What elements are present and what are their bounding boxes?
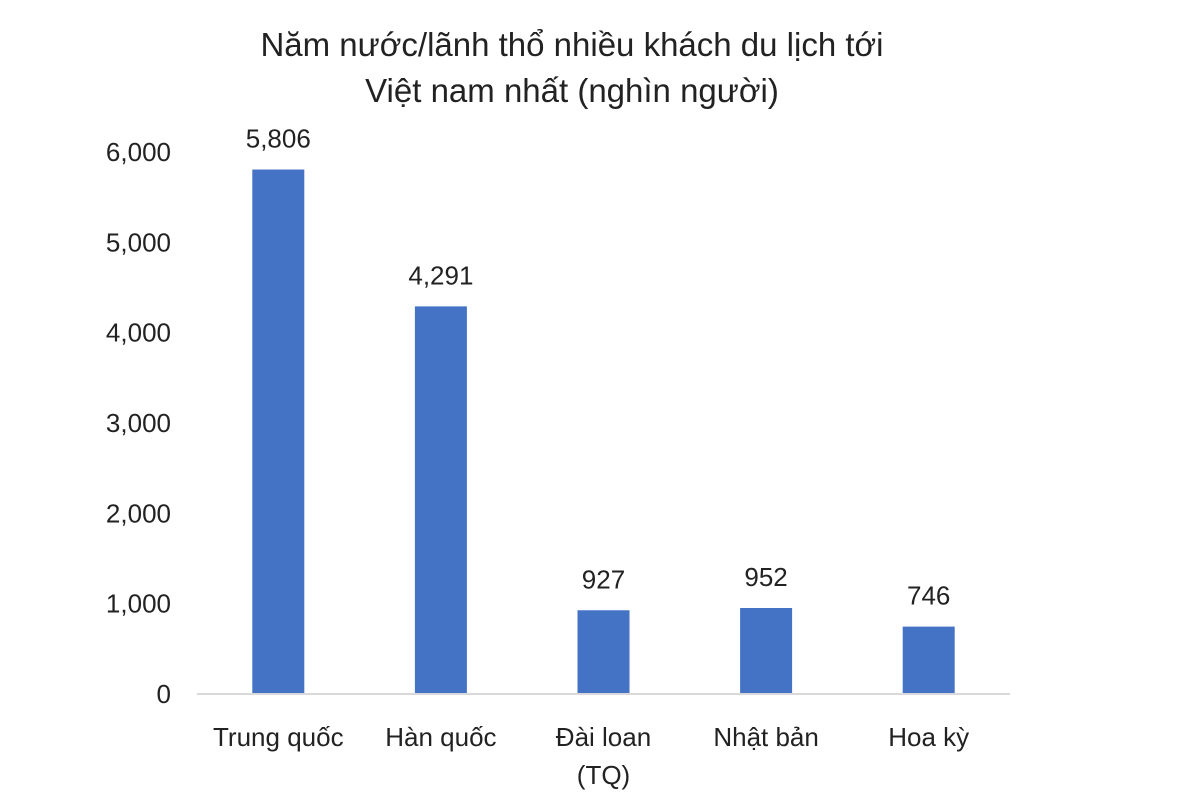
y-tick-label: 2,000 bbox=[106, 498, 171, 528]
x-category-label: Hàn quốc bbox=[385, 722, 496, 752]
y-tick-label: 0 bbox=[157, 679, 171, 709]
x-category-label: Hoa kỳ bbox=[888, 722, 969, 752]
data-label: 5,806 bbox=[246, 124, 311, 154]
data-label: 927 bbox=[582, 564, 625, 594]
y-tick-label: 5,000 bbox=[106, 227, 171, 257]
chart-title: Năm nước/lãnh thổ nhiều khách du lịch tớ… bbox=[260, 26, 883, 109]
bar bbox=[414, 306, 467, 694]
bar bbox=[252, 169, 305, 695]
x-category-label: Đài loan bbox=[556, 722, 651, 752]
chart-title-line-1: Năm nước/lãnh thổ nhiều khách du lịch tớ… bbox=[260, 26, 883, 63]
chart-title-line-2: Việt nam nhất (nghìn người) bbox=[365, 72, 779, 109]
y-tick-label: 3,000 bbox=[106, 408, 171, 438]
data-label: 4,291 bbox=[408, 260, 473, 290]
data-label: 952 bbox=[744, 562, 787, 592]
bars: 5,806 4,291 927 952 746 bbox=[246, 124, 955, 695]
data-label: 746 bbox=[907, 581, 950, 611]
bar bbox=[577, 610, 630, 694]
y-tick-label: 6,000 bbox=[106, 137, 171, 167]
x-category-label: (TQ) bbox=[577, 760, 630, 790]
x-category-label: Nhật bản bbox=[713, 722, 819, 752]
bar bbox=[902, 626, 955, 694]
bar bbox=[740, 608, 793, 694]
x-category-label: Trung quốc bbox=[213, 722, 344, 752]
x-axis: Trung quốc Hàn quốc Đài loan (TQ) Nhật bản Ho… bbox=[197, 693, 1010, 790]
y-tick-label: 1,000 bbox=[106, 589, 171, 619]
y-axis: 0 1,000 2,000 3,000 4,000 5,000 6,000 bbox=[106, 137, 171, 709]
y-tick-label: 4,000 bbox=[106, 318, 171, 348]
